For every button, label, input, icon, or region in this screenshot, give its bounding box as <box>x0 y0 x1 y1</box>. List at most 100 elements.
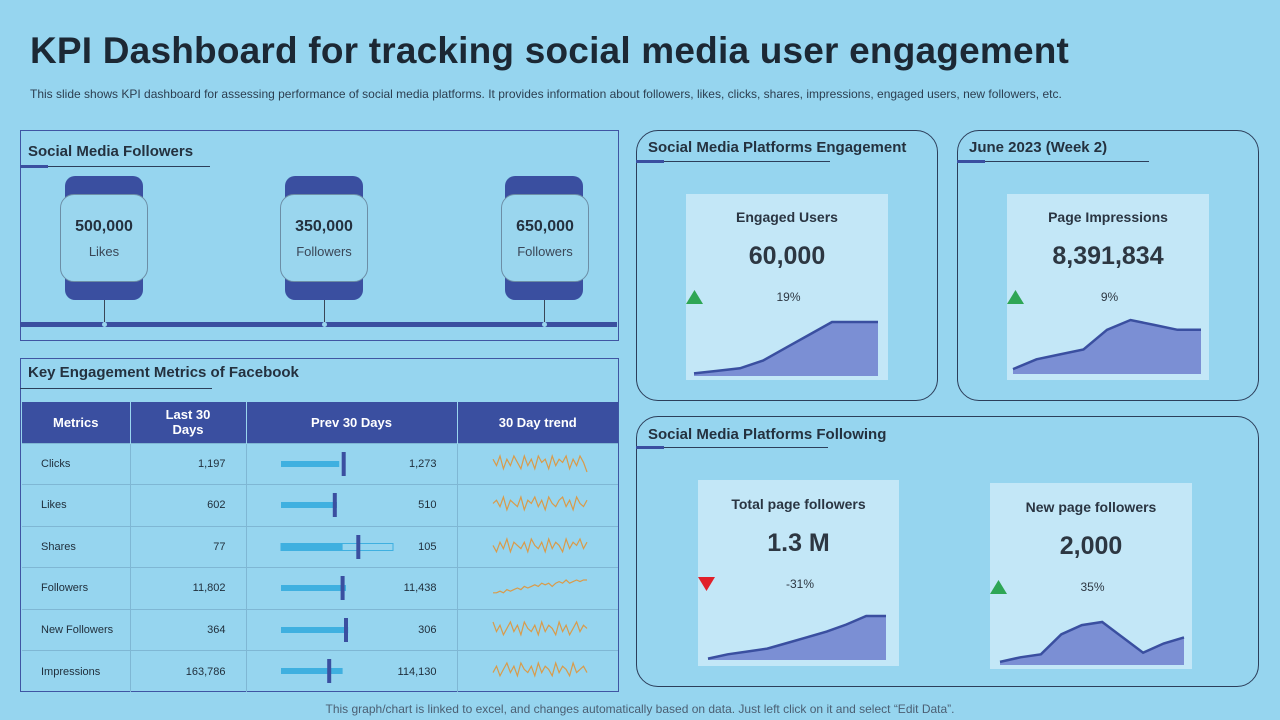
sparkline-line <box>491 536 588 554</box>
metric-last30: 77 <box>130 525 247 568</box>
bullet-bar <box>280 451 346 476</box>
follower-card-followers: 350,000 Followers <box>280 194 368 282</box>
bullet-bar-fill <box>280 502 337 508</box>
bullet-bar-marker <box>326 659 331 683</box>
kpi-card-new-page-followers: New page followers 2,000 35% <box>990 483 1192 669</box>
kpi-area-chart <box>707 614 886 660</box>
week-panel-title: June 2023 (Week 2) <box>969 139 1108 156</box>
col-header-last30: Last 30 Days <box>130 402 247 443</box>
follower-card-likes: 500,000 Likes <box>60 194 148 282</box>
sparkline-line <box>491 453 588 472</box>
bullet-bar-fill <box>280 543 343 550</box>
metric-name: Clicks <box>22 442 131 485</box>
bullet-bar <box>280 493 337 517</box>
page-title: KPI Dashboard for tracking social media … <box>30 30 1070 71</box>
following-panel-title: Social Media Platforms Following <box>648 426 887 443</box>
bullet-bar-fill <box>280 626 348 633</box>
col-header-trend: 30 Day trend <box>457 402 618 443</box>
following-title-underline <box>636 446 828 449</box>
follower-card-value: 500,000 <box>75 218 133 235</box>
kpi-area-chart <box>693 320 878 376</box>
bullet-bar-marker <box>343 617 348 642</box>
sparkline <box>491 660 588 678</box>
bullet-bar-range <box>280 542 393 551</box>
metric-prev30: 11,438 <box>403 582 437 595</box>
kpi-change: 9% <box>1007 290 1209 304</box>
kpi-value: 1.3 M <box>767 529 830 557</box>
sparkline <box>492 579 587 594</box>
follower-card-label: Followers <box>296 244 352 259</box>
sparkline-line <box>491 619 587 637</box>
follower-card-followers-2: 650,000 Followers <box>501 194 589 282</box>
metric-name: Shares <box>22 525 131 568</box>
area-line <box>999 620 1185 664</box>
timeline-stem <box>324 300 325 324</box>
kpi-change-value: 9% <box>1100 290 1119 304</box>
table-row: Impressions 163,786 114,130 <box>22 650 618 692</box>
timeline-dot <box>542 322 547 327</box>
metric-trend-cell <box>457 442 618 485</box>
metric-prev30-cell: 510 <box>246 484 458 526</box>
bullet-bar-fill <box>280 585 346 591</box>
following-panel <box>636 416 1259 687</box>
table-row: Shares 77 105 <box>22 525 618 568</box>
area-line <box>707 614 886 660</box>
metric-prev30-cell: 114,130 <box>246 650 458 692</box>
engagement-title-underline <box>636 160 830 163</box>
kpi-label: Page Impressions <box>1048 209 1168 225</box>
metric-trend-cell <box>457 525 618 568</box>
sparkline <box>491 453 588 472</box>
week-panel <box>957 130 1259 401</box>
metric-last30: 1,197 <box>130 442 247 485</box>
area-fill <box>1013 320 1201 374</box>
metric-last30: 602 <box>130 484 247 526</box>
kpi-value: 8,391,834 <box>1052 242 1164 270</box>
area-fill <box>1000 622 1184 665</box>
bullet-bar-marker <box>332 493 337 517</box>
metric-prev30-cell: 306 <box>246 608 458 651</box>
kpi-card-page-impressions: Page Impressions 8,391,834 9% <box>1007 194 1209 380</box>
sparkline <box>491 536 588 554</box>
kpi-change-value: -31% <box>785 577 814 591</box>
metric-last30: 11,802 <box>130 567 247 609</box>
kpi-change-value: 19% <box>776 290 801 304</box>
metric-trend-cell <box>457 484 618 526</box>
col-header-prev30: Prev 30 Days <box>246 402 458 443</box>
bullet-bar <box>280 576 346 600</box>
kpi-label: Total page followers <box>731 496 866 512</box>
kpi-card-engaged-users: Engaged Users 60,000 19% <box>686 194 888 380</box>
metric-prev30: 306 <box>418 623 437 636</box>
footer-note: This graph/chart is linked to excel, and… <box>325 702 955 716</box>
table-row: Likes 602 510 <box>22 484 618 526</box>
timeline-stem <box>104 300 105 324</box>
metric-trend-cell <box>457 650 618 692</box>
follower-card-value: 650,000 <box>516 218 574 235</box>
area-line <box>1012 318 1201 371</box>
bullet-bar-marker <box>341 451 346 476</box>
kpi-value: 2,000 <box>1059 532 1123 560</box>
timeline-dot <box>322 322 327 327</box>
follower-card-label: Likes <box>88 244 120 259</box>
kpi-area-chart <box>1012 318 1201 374</box>
kpi-label: New page followers <box>1025 499 1157 515</box>
kpi-value: 60,000 <box>748 242 826 270</box>
sparkline-line <box>492 494 588 512</box>
timeline-dot <box>102 322 107 327</box>
bullet-bar <box>280 659 343 683</box>
kpi-area-chart <box>999 620 1185 665</box>
table-row: Clicks 1,197 1,273 <box>22 442 618 485</box>
kpi-change-value: 35% <box>1080 580 1105 594</box>
timeline-stem <box>544 300 545 324</box>
week-title-underline <box>957 160 1149 163</box>
col-header-metrics: Metrics <box>22 402 131 443</box>
sparkline <box>491 619 587 637</box>
metric-trend-cell <box>457 608 618 651</box>
metrics-title-underline <box>20 388 212 389</box>
metric-prev30: 1,273 <box>408 457 437 470</box>
table-row: Followers 11,802 11,438 <box>22 567 618 609</box>
area-line <box>693 320 878 375</box>
metric-name: Likes <box>22 484 131 526</box>
bullet-bar-fill <box>280 460 339 467</box>
metrics-table: Metrics Last 30 Days Prev 30 Days 30 Day… <box>22 402 618 692</box>
metric-last30: 163,786 <box>130 650 247 692</box>
